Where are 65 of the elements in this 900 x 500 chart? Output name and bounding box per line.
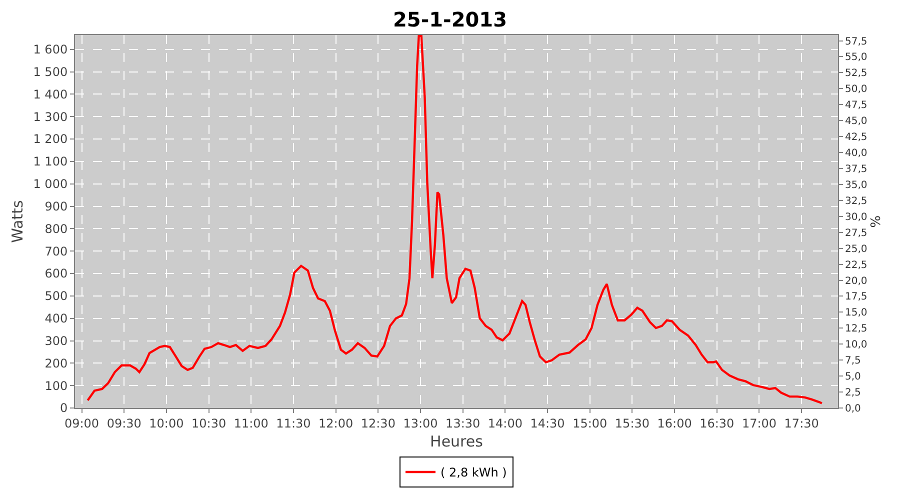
y2-tick-label: 42,5 xyxy=(845,132,868,144)
y-tick-label: 1 000 xyxy=(33,177,68,192)
y-tick-label: 1 500 xyxy=(33,64,68,79)
y-tick-label: 200 xyxy=(44,356,68,370)
x-tick-label: 15:00 xyxy=(572,416,608,430)
x-tick-label: 17:30 xyxy=(784,416,819,430)
y-tick-label: 800 xyxy=(44,222,68,236)
y2-tick-label: 22,5 xyxy=(845,260,868,271)
x-tick-label: 13:30 xyxy=(446,416,480,430)
x-tick-label: 15:30 xyxy=(614,416,650,430)
y2-tick-label: 10,0 xyxy=(845,340,868,351)
y2-tick-label: 47,5 xyxy=(845,100,868,112)
y2-tick-label: 30,0 xyxy=(845,212,868,223)
y-tick-label: 700 xyxy=(44,244,68,258)
y2-tick-label: 20,0 xyxy=(845,276,868,287)
y2-tick-label: 25,0 xyxy=(845,244,868,255)
y2-tick-label: 12,5 xyxy=(845,324,868,335)
y2-tick-label: 5,0 xyxy=(845,372,861,383)
y2-axis-title: % xyxy=(868,215,884,228)
y2-tick-label: 55,0 xyxy=(845,52,868,64)
x-tick-label: 12:00 xyxy=(318,416,354,430)
y-tick-label: 500 xyxy=(44,289,68,304)
x-tick-label: 14:30 xyxy=(530,416,565,430)
x-tick-label: 11:00 xyxy=(234,416,268,430)
y-tick-label: 100 xyxy=(44,378,68,393)
y2-tick-label: 45,0 xyxy=(845,116,868,128)
y2-tick-label: 0,0 xyxy=(845,404,861,414)
y2-tick-label: 27,5 xyxy=(845,228,868,239)
legend-label: ( 2,8 kWh ) xyxy=(440,466,507,480)
x-tick-label: 12:30 xyxy=(360,416,396,430)
x-tick-label: 17:00 xyxy=(742,416,777,430)
y-tick-label: 1 100 xyxy=(33,154,68,169)
y2-tick-label: 52,5 xyxy=(845,68,868,80)
x-tick-label: 16:00 xyxy=(657,416,692,430)
y-tick-label: 0 xyxy=(60,401,68,416)
y-tick-label: 400 xyxy=(44,312,68,326)
y2-tick-label: 32,5 xyxy=(845,196,868,207)
y2-tick-label: 17,5 xyxy=(845,292,868,303)
x-tick-label: 10:30 xyxy=(192,416,226,430)
y-tick-label: 600 xyxy=(44,266,68,281)
x-tick-label: 13:00 xyxy=(403,416,438,430)
y2-tick-label: 15,0 xyxy=(845,308,868,319)
y-tick-label: 900 xyxy=(44,199,68,214)
y2-tick-label: 50,0 xyxy=(845,84,868,96)
y2-tick-label: 2,5 xyxy=(845,388,861,399)
x-tick-label: 10:00 xyxy=(149,416,184,430)
y2-tick-label: 57,5 xyxy=(845,36,868,48)
x-tick-label: 09:00 xyxy=(64,416,100,430)
y2-tick-label: 35,0 xyxy=(845,180,868,191)
y-tick-label: 300 xyxy=(44,334,68,348)
y2-tick-label: 40,0 xyxy=(845,148,868,160)
x-tick-label: 11:30 xyxy=(276,416,311,430)
x-axis-title: Heures xyxy=(430,432,484,450)
y-tick-label: 1 200 xyxy=(33,132,68,146)
y-tick-label: 1 600 xyxy=(33,42,68,57)
y-axis-title: Watts xyxy=(8,200,26,243)
y-tick-label: 1 300 xyxy=(33,110,68,124)
x-tick-label: 16:30 xyxy=(700,416,734,430)
line-series xyxy=(86,35,824,404)
chart-title: 25-1-2013 xyxy=(392,8,508,32)
x-tick-label: 09:30 xyxy=(106,416,142,430)
y2-tick-label: 37,5 xyxy=(845,164,868,175)
y-tick-label: 1 400 xyxy=(33,87,68,102)
y2-tick-label: 7,5 xyxy=(845,356,861,367)
x-tick-label: 14:00 xyxy=(488,416,522,430)
